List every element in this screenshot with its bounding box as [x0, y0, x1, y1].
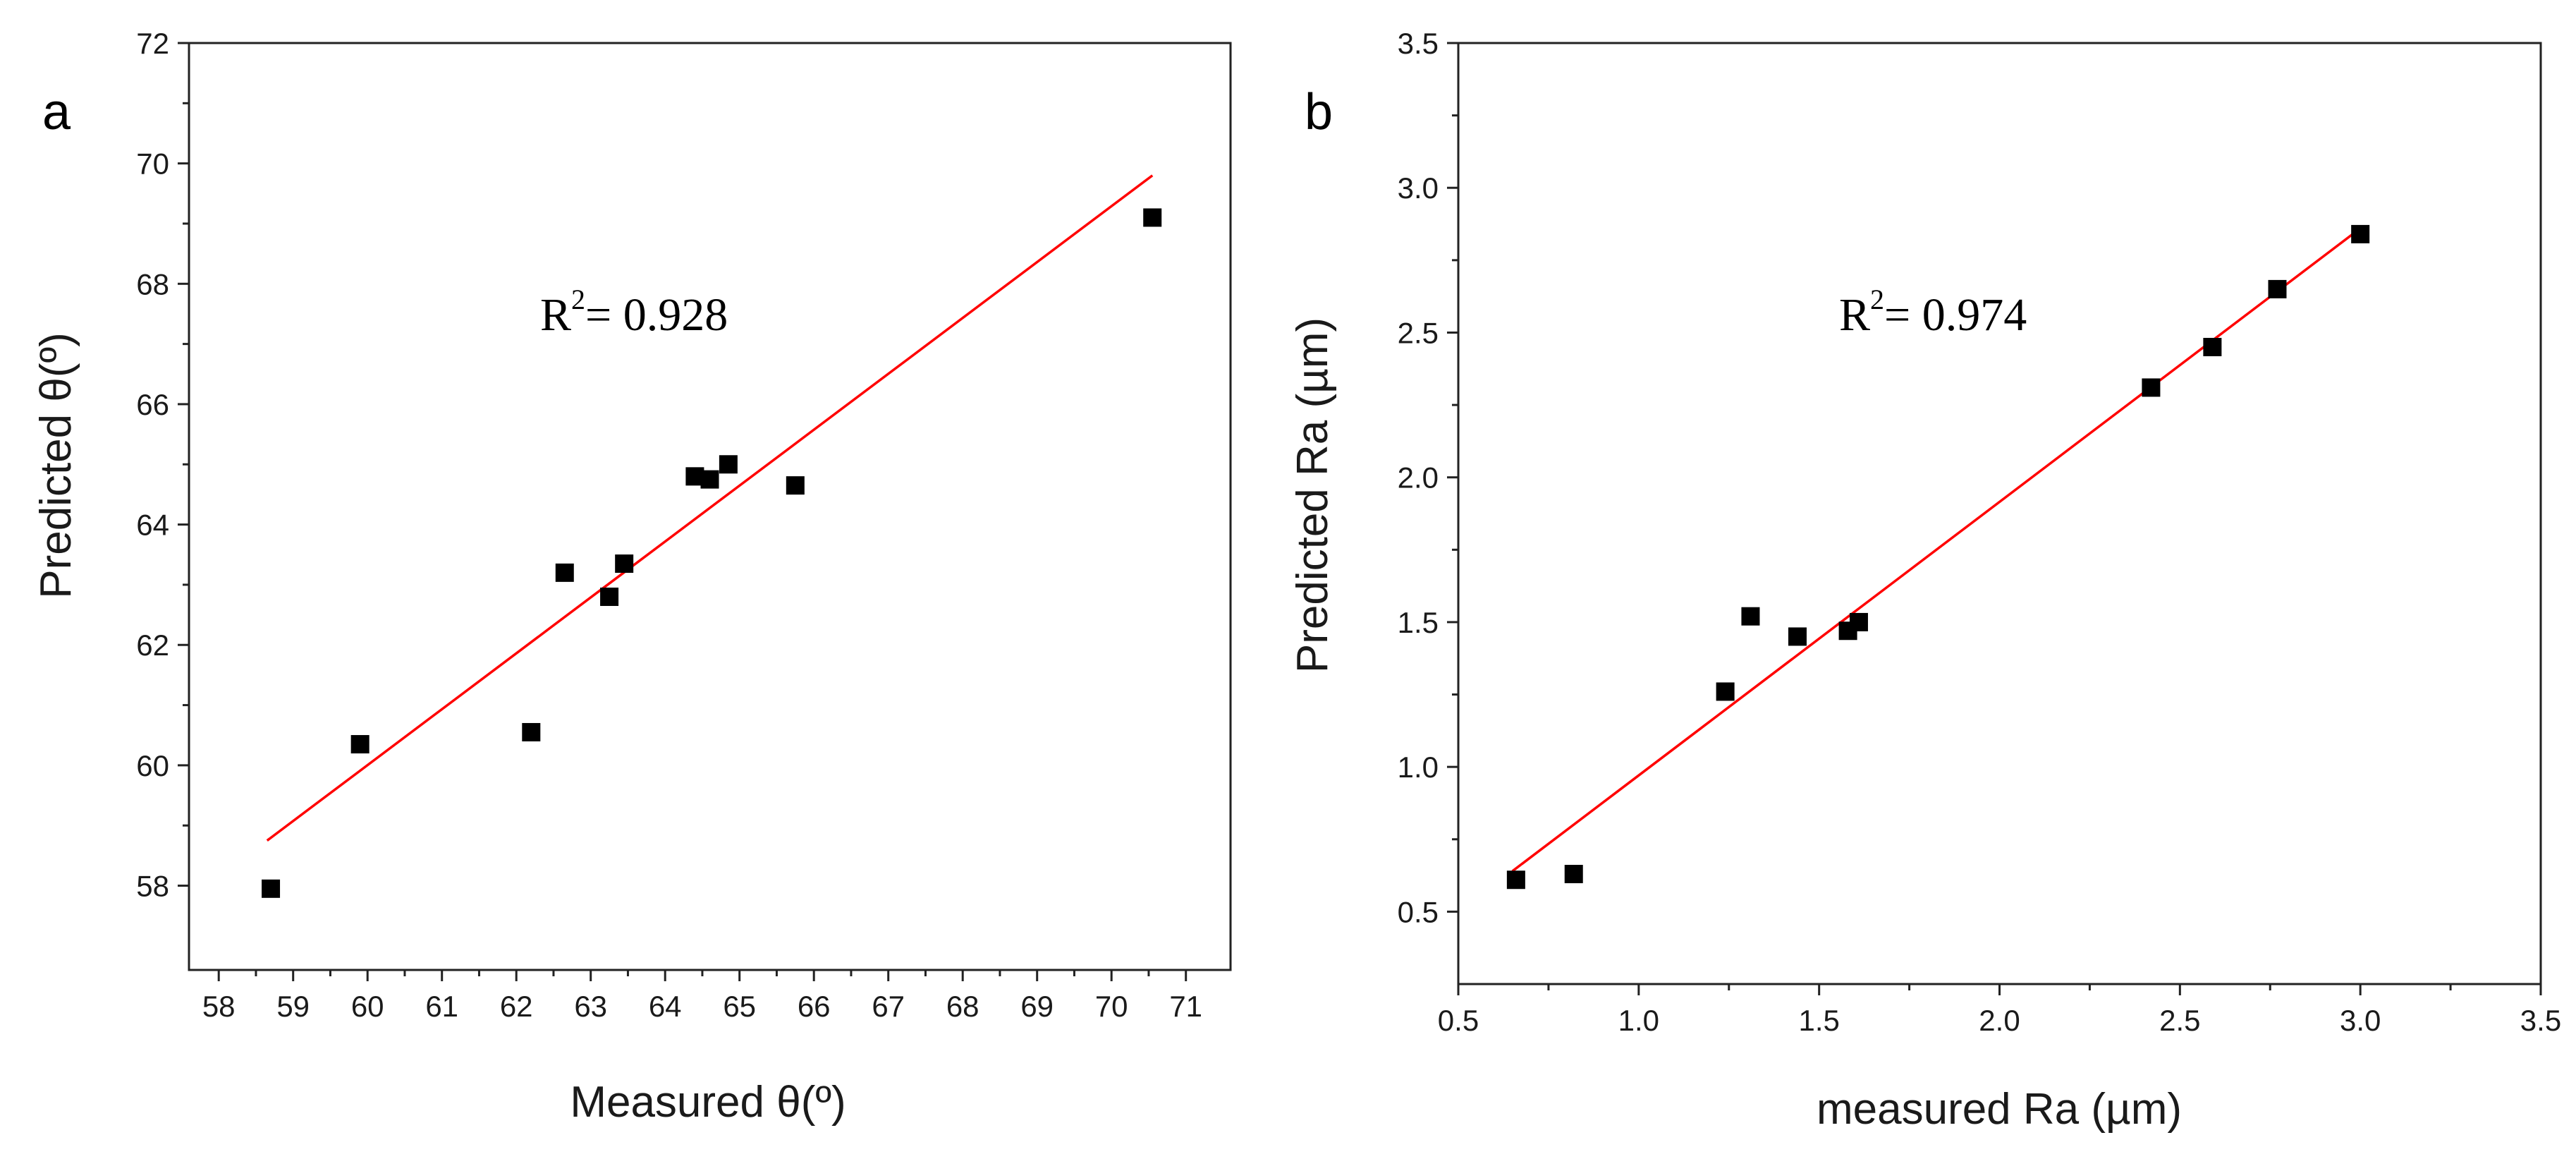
- panel-a-data-point: [719, 455, 738, 474]
- panel-b-xtick-label: 1.0: [1618, 1004, 1659, 1037]
- panel-a-ytick-label: 68: [136, 267, 169, 301]
- panel-b-ytick-label: 2.5: [1398, 316, 1439, 349]
- panel-a-xtick-label: 58: [202, 990, 236, 1023]
- panel-a-xtick-label: 67: [872, 990, 905, 1023]
- panel-a-data-point: [555, 563, 574, 582]
- panel-a-data-point: [1143, 208, 1162, 227]
- panel-b-plot-frame: [1457, 42, 2542, 985]
- panel-b-label: b: [1305, 84, 1333, 140]
- panel-a-xtick-label: 71: [1169, 990, 1202, 1023]
- panel-a-data-point: [700, 470, 719, 489]
- panel-b-data-point: [1741, 607, 1760, 626]
- panel-a-ylabel: Predicted θ(º): [32, 332, 80, 599]
- panel-a-data-point: [600, 587, 619, 606]
- panel-b-xtick-label: 0.5: [1438, 1004, 1479, 1037]
- panel-b-ytick-label: 2.0: [1398, 461, 1439, 494]
- panel-b-plot: 0.5 1.0 1.5 2.0 2.5 3.0 3.5 0.5 1.0 1.5 2.0 2.5 3.0 3…: [1398, 27, 2562, 1037]
- panel-a-plot-frame: [188, 42, 1232, 971]
- panel-a-data-point: [262, 879, 281, 898]
- panel-a-plot: 58 59 60 61 62 63 64 65 66 67 68 69 70 71 58 60 62 64 66 68…: [136, 27, 1232, 1023]
- panel-b-fit-line: [1511, 227, 2362, 873]
- panel-a-label: a: [42, 84, 71, 140]
- panel-a-ytick-label: 64: [136, 509, 169, 542]
- panel-a-data-point: [786, 476, 805, 495]
- panel-a-xtick-label: 61: [425, 990, 458, 1023]
- panel-a-ytick-label: 60: [136, 749, 169, 782]
- panel-a-r2-annotation: R2= 0.928: [540, 284, 728, 341]
- panel-b-ytick-label: 3.0: [1398, 171, 1439, 205]
- panel-a-xtick-label: 70: [1095, 990, 1128, 1023]
- panel-a-ytick-label: 66: [136, 388, 169, 421]
- panel-a-xtick-label: 59: [276, 990, 310, 1023]
- panel-b-xtick-label: 1.5: [1798, 1004, 1839, 1037]
- panel-b-data-point: [1716, 682, 1735, 701]
- panel-b-xtick-label: 2.0: [1979, 1004, 2020, 1037]
- panel-b-xtick-label: 3.5: [2520, 1004, 2561, 1037]
- panel-a-ytick-label: 70: [136, 147, 169, 181]
- panel-b-ytick-label: 1.5: [1398, 606, 1439, 639]
- panel-b-data-point: [2142, 378, 2161, 397]
- panel-a-xlabel: Measured θ(º): [570, 1078, 846, 1127]
- panel-b-data-point: [1564, 865, 1583, 884]
- panel-b-data-point: [1506, 870, 1525, 890]
- panel-a-xtick-label: 63: [574, 990, 607, 1023]
- panel-a-ytick-label: 58: [136, 870, 169, 903]
- panel-a-fit-line: [266, 174, 1154, 842]
- panel-b-r2-annotation: R2= 0.974: [1839, 284, 2027, 341]
- panel-b-data-point: [2351, 224, 2370, 243]
- panel-a-xtick-label: 60: [351, 990, 384, 1023]
- panel-b-data-point: [1788, 627, 1807, 646]
- panel-a-xtick-label: 66: [798, 990, 831, 1023]
- panel-a-xtick-label: 64: [649, 990, 682, 1023]
- panel-b-ylabel: Predicted Ra (µm): [1288, 317, 1337, 673]
- panel-a-data-point: [522, 722, 541, 741]
- panel-a-xtick-label: 68: [946, 990, 979, 1023]
- panel-a-ytick-label: 72: [136, 27, 169, 60]
- panel-b-ytick-label: 3.5: [1398, 27, 1439, 60]
- panel-b-xlabel: measured Ra (µm): [1817, 1085, 2182, 1134]
- panel-b-data-point: [2268, 279, 2287, 298]
- panel-a-xtick-label: 69: [1020, 990, 1054, 1023]
- panel-a-data-point: [615, 554, 634, 574]
- panel-b-xtick-label: 2.5: [2159, 1004, 2200, 1037]
- panel-b-xtick-label: 3.0: [2340, 1004, 2381, 1037]
- panel-b-ytick-label: 1.0: [1398, 751, 1439, 784]
- panel-a-ytick-label: 62: [136, 629, 169, 662]
- panel-a-xtick-label: 62: [500, 990, 533, 1023]
- panel-a-xtick-label: 65: [723, 990, 756, 1023]
- panel-b-data-point: [2203, 337, 2222, 356]
- panel-b-ytick-label: 0.5: [1398, 895, 1439, 928]
- panel-a-data-point: [350, 735, 370, 754]
- panel-b: b measured Ra (µm) Predicted Ra (µm) 0.5…: [1288, 27, 2561, 1134]
- panel-a: a Measured θ(º) Predicted θ(º) 58 59 60 61 6…: [32, 27, 1232, 1127]
- panel-b-data-point: [1849, 612, 1868, 631]
